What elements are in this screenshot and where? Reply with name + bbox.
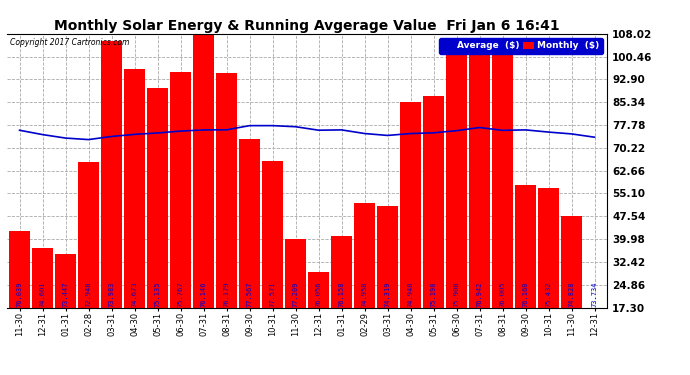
Bar xyxy=(538,188,559,308)
Bar xyxy=(355,203,375,308)
Bar xyxy=(562,216,582,308)
Text: 74.601: 74.601 xyxy=(39,281,46,307)
Bar xyxy=(101,41,121,308)
Text: 76.179: 76.179 xyxy=(224,281,230,307)
Bar xyxy=(217,73,237,308)
Bar xyxy=(55,254,76,308)
Bar xyxy=(148,88,168,308)
Text: 74.673: 74.673 xyxy=(132,281,137,307)
Bar xyxy=(286,239,306,308)
Text: 75.135: 75.135 xyxy=(155,281,161,307)
Text: 73.983: 73.983 xyxy=(108,281,115,307)
Text: 74.828: 74.828 xyxy=(569,281,575,307)
Bar xyxy=(193,34,214,308)
Bar xyxy=(377,206,397,308)
Text: 76.005: 76.005 xyxy=(500,281,506,307)
Text: 75.190: 75.190 xyxy=(431,281,437,307)
Text: 76.056: 76.056 xyxy=(315,281,322,307)
Text: 77.567: 77.567 xyxy=(246,281,253,307)
Bar xyxy=(424,96,444,308)
Bar xyxy=(446,50,466,308)
Text: 76.942: 76.942 xyxy=(477,281,482,307)
Bar xyxy=(262,160,283,308)
Text: 73.447: 73.447 xyxy=(63,281,68,307)
Text: 76.158: 76.158 xyxy=(339,281,344,307)
Bar xyxy=(331,236,352,308)
Bar xyxy=(79,162,99,308)
Legend: Average  ($), Monthly  ($): Average ($), Monthly ($) xyxy=(439,38,602,54)
Text: 75.432: 75.432 xyxy=(546,281,551,307)
Bar xyxy=(124,69,145,308)
Text: Copyright 2017 Cartronics.com: Copyright 2017 Cartronics.com xyxy=(10,38,129,47)
Text: 76.039: 76.039 xyxy=(17,281,23,307)
Bar xyxy=(469,44,490,308)
Bar xyxy=(170,72,190,308)
Text: 75.900: 75.900 xyxy=(453,281,460,307)
Text: 74.958: 74.958 xyxy=(362,281,368,307)
Bar xyxy=(308,272,328,308)
Text: 72.948: 72.948 xyxy=(86,281,92,307)
Text: 76.160: 76.160 xyxy=(522,281,529,307)
Bar xyxy=(10,231,30,308)
Text: 76.146: 76.146 xyxy=(201,281,206,307)
Text: 77.571: 77.571 xyxy=(270,281,275,307)
Bar xyxy=(32,248,52,308)
Title: Monthly Solar Energy & Running Avgerage Value  Fri Jan 6 16:41: Monthly Solar Energy & Running Avgerage … xyxy=(55,19,560,33)
Bar xyxy=(515,184,535,308)
Text: 74.948: 74.948 xyxy=(408,281,413,307)
Text: 73.734: 73.734 xyxy=(591,281,598,307)
Text: 75.767: 75.767 xyxy=(177,281,184,307)
Bar xyxy=(400,102,421,308)
Bar xyxy=(239,140,259,308)
Bar xyxy=(493,52,513,308)
Text: 77.209: 77.209 xyxy=(293,281,299,307)
Text: 74.319: 74.319 xyxy=(384,281,391,307)
